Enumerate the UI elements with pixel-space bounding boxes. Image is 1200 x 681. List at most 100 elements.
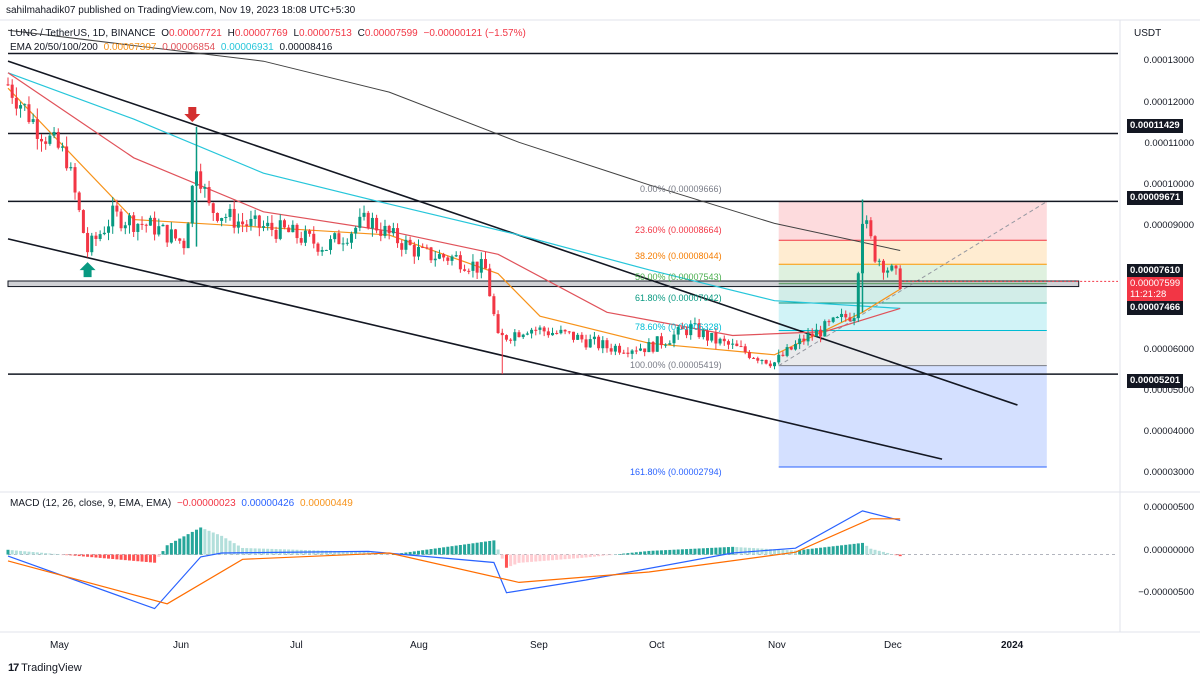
- macd-histogram-bar: [241, 547, 245, 555]
- tradingview-logo[interactable]: 17 TradingView: [8, 662, 82, 674]
- candle-body: [542, 327, 546, 332]
- candle-body: [726, 341, 730, 345]
- candle-body: [345, 242, 349, 244]
- candle-body: [814, 329, 818, 337]
- candle-body: [119, 211, 123, 229]
- candle-body: [132, 215, 136, 232]
- macd-histogram-bar: [697, 548, 701, 555]
- macd-histogram-bar: [56, 554, 60, 555]
- currency-label[interactable]: USDT: [1134, 28, 1162, 39]
- candle-body: [504, 335, 508, 340]
- candle-body: [668, 343, 672, 345]
- macd-histogram-bar: [324, 550, 328, 555]
- candle-body: [856, 273, 860, 319]
- candle-body: [706, 330, 710, 341]
- candle-body: [148, 217, 152, 226]
- candle-body: [400, 243, 404, 250]
- candle-body: [840, 313, 844, 318]
- macd-histogram-bar: [19, 550, 23, 555]
- macd-histogram-bar: [886, 552, 890, 555]
- macd-histogram-bar: [894, 554, 898, 556]
- candle-body: [90, 235, 94, 253]
- price-tick: 0.00003000: [1143, 467, 1194, 478]
- macd-histogram-bar: [735, 547, 739, 555]
- fib-zone: [778, 302, 1047, 331]
- macd-histogram-bar: [475, 542, 479, 555]
- level-badge-9671: 0.00009671: [1127, 191, 1184, 205]
- macd-histogram-bar: [249, 548, 253, 555]
- publisher-line: sahilmahadik07 published on TradingView.…: [6, 5, 356, 16]
- price-tick: 0.00005000: [1143, 385, 1194, 394]
- candle-body: [517, 332, 521, 338]
- macd-histogram-bar: [479, 542, 483, 555]
- macd-histogram-bar: [90, 554, 94, 558]
- macd-histogram-bar: [773, 549, 777, 555]
- macd-histogram-bar: [362, 551, 366, 555]
- candle-body: [404, 239, 408, 250]
- macd-histogram-bar: [341, 551, 345, 555]
- candle-body: [773, 362, 777, 367]
- macd-histogram-bar: [429, 549, 433, 555]
- candle-body: [458, 255, 462, 270]
- candle-body: [898, 268, 902, 289]
- candle-body: [530, 329, 534, 334]
- macd-histogram-bar: [203, 529, 207, 555]
- candle-body: [781, 354, 785, 356]
- candle-body: [613, 345, 617, 352]
- macd-histogram-bar: [605, 554, 609, 556]
- candle-body: [127, 215, 131, 226]
- candle-body: [718, 338, 722, 344]
- macd-histogram-bar: [609, 554, 613, 556]
- macd-histogram-bar: [601, 554, 605, 556]
- candle-body: [881, 260, 885, 273]
- candle-body: [324, 249, 328, 251]
- macd-histogram-bar: [668, 549, 672, 555]
- macd-histogram-bar: [31, 552, 35, 555]
- macd-histogram-bar: [437, 547, 441, 555]
- candle-body: [479, 259, 483, 273]
- macd-histogram-bar: [383, 554, 387, 555]
- candle-body: [835, 317, 839, 319]
- macd-histogram-bar: [517, 554, 521, 563]
- macd-histogram-bar: [337, 551, 341, 555]
- candle-body: [23, 104, 27, 106]
- macd-histogram-bar: [86, 554, 90, 557]
- macd-histogram-bar: [643, 551, 647, 555]
- macd-histogram-bar: [182, 536, 186, 555]
- candle-body: [852, 318, 856, 321]
- candle-body: [425, 247, 429, 249]
- candle-body: [140, 223, 144, 225]
- candle-body: [203, 187, 207, 189]
- candle-body: [559, 329, 563, 334]
- macd-histogram-bar: [463, 544, 467, 555]
- candle-body: [609, 348, 613, 352]
- macd-histogram-bar: [504, 554, 508, 568]
- candle-body: [747, 352, 751, 358]
- macd-histogram-bar: [496, 549, 500, 555]
- candle-body: [215, 212, 219, 221]
- macd-histogram-bar: [211, 532, 215, 555]
- candle-body: [349, 233, 353, 243]
- price-tick: 0.00009000: [1143, 220, 1194, 231]
- macd-histogram-bar: [52, 553, 56, 555]
- macd-histogram-bar: [144, 554, 148, 562]
- macd-histogram-bar: [190, 531, 194, 555]
- candle-body: [810, 333, 814, 337]
- candle-body: [40, 138, 44, 142]
- macd-pane: [6, 510, 1118, 610]
- candle-body: [387, 225, 391, 234]
- macd-histogram-bar: [153, 554, 157, 563]
- macd-histogram-bar: [693, 548, 697, 555]
- candle-body: [739, 346, 743, 348]
- candle-body: [19, 105, 23, 109]
- macd-histogram-bar: [148, 554, 152, 563]
- price-tick: 0.00004000: [1143, 426, 1194, 437]
- candle-body: [35, 119, 39, 139]
- price-pane: [6, 29, 1118, 468]
- candle-body: [525, 333, 529, 335]
- macd-histogram-bar: [672, 549, 676, 555]
- macd-histogram-bar: [358, 551, 362, 555]
- candle-body: [710, 332, 714, 341]
- candle-body: [178, 238, 182, 241]
